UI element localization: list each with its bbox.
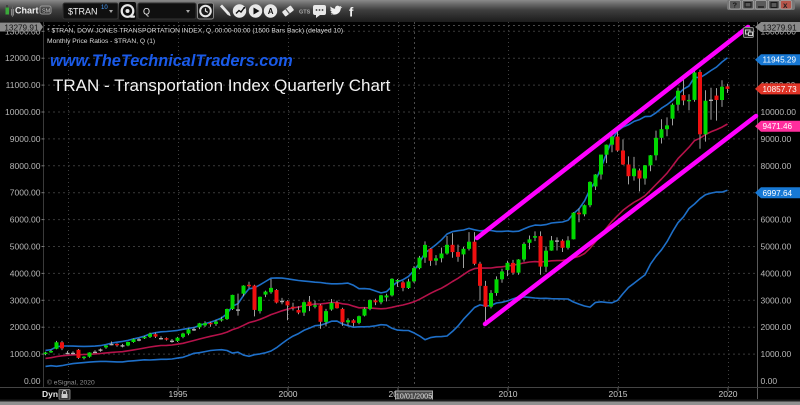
svg-text:TRAN - Transportation Index Qu: TRAN - Transportation Index Quarterly Ch… [53,76,391,95]
svg-text:f: f [349,5,354,20]
svg-text:0.00: 0.00 [761,376,778,386]
svg-text:3000.00: 3000.00 [10,295,41,305]
svg-text:10000.00: 10000.00 [5,107,41,117]
svg-text:5000.00: 5000.00 [761,242,792,252]
svg-text:2000.00: 2000.00 [10,322,41,332]
svg-text:12000.00: 12000.00 [5,53,41,63]
svg-text:8000.00: 8000.00 [761,161,792,171]
svg-text:2015: 2015 [609,389,628,399]
svg-text:0.00: 0.00 [24,376,41,386]
svg-text:9000.00: 9000.00 [761,134,792,144]
svg-text:4000.00: 4000.00 [761,268,792,278]
svg-text:www.TheTechnicalTraders.com: www.TheTechnicalTraders.com [50,52,293,70]
svg-text:6997.64: 6997.64 [763,189,793,198]
svg-text:SM: SM [42,9,51,15]
svg-text:13279.91: 13279.91 [4,23,39,32]
svg-text:1995: 1995 [169,389,188,399]
svg-text:3000.00: 3000.00 [761,295,792,305]
svg-text:9000.00: 9000.00 [10,134,41,144]
svg-text:1000.00: 1000.00 [10,349,41,359]
svg-text:A: A [268,7,274,16]
svg-text:2000.00: 2000.00 [761,322,792,332]
svg-text:2020: 2020 [719,389,738,399]
svg-text:7000.00: 7000.00 [10,188,41,198]
svg-text:11000.00: 11000.00 [6,80,41,90]
svg-text:9471.46: 9471.46 [763,122,793,131]
svg-text:10: 10 [101,5,108,11]
svg-text:13279.91: 13279.91 [763,23,798,32]
svg-text:6000.00: 6000.00 [761,215,792,225]
svg-text:6000.00: 6000.00 [10,215,41,225]
svg-text:2010: 2010 [499,389,518,399]
svg-text:8000.00: 8000.00 [10,161,41,171]
svg-text:Monthly Price Ratios - $TRAN,: Monthly Price Ratios - $TRAN, Q (1) [47,38,155,45]
svg-text:Dyn: Dyn [42,389,58,399]
svg-text:4000.00: 4000.00 [10,268,41,278]
svg-text:11945.29: 11945.29 [763,56,797,65]
svg-text:2000: 2000 [279,389,298,399]
svg-text:GTS: GTS [299,10,311,16]
svg-text:?: ? [733,1,738,10]
svg-text:$TRAN: $TRAN [68,7,98,17]
svg-text:Chart: Chart [15,6,39,16]
svg-text:Q: Q [143,7,150,17]
svg-text:* $TRAN, DOW JONES TRANSPORTAT: * $TRAN, DOW JONES TRANSPORTATION INDEX,… [47,28,343,35]
svg-text:1000.00: 1000.00 [761,349,792,359]
svg-text:5000.00: 5000.00 [10,242,41,252]
svg-text:10/01/2005: 10/01/2005 [396,391,433,400]
svg-text:10000.00: 10000.00 [761,107,797,117]
svg-text:10857.73: 10857.73 [763,85,798,94]
svg-text:© eSignal, 2020: © eSignal, 2020 [47,379,95,387]
svg-text:x: x [783,1,788,10]
